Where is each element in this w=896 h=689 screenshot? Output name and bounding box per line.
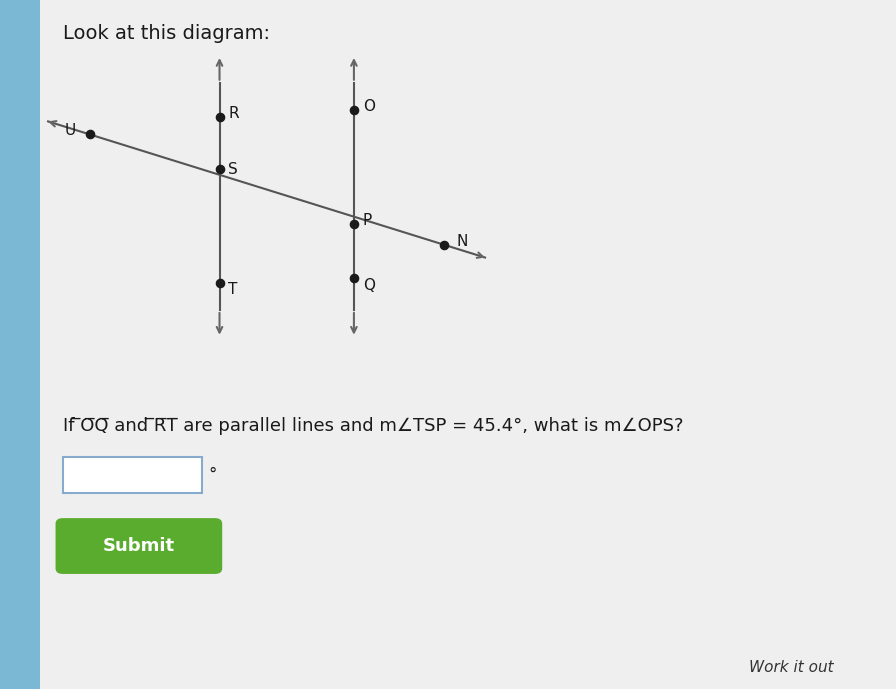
- Point: [347, 218, 361, 229]
- Point: [82, 129, 97, 140]
- Text: Q: Q: [363, 278, 375, 293]
- Text: U: U: [65, 123, 76, 138]
- Text: If ̅O̅Q̅ and ̅R̅T̅ are parallel lines and m∠TSP = 45.4°, what is m∠OPS?: If ̅O̅Q̅ and ̅R̅T̅ are parallel lines an…: [63, 417, 684, 435]
- Point: [436, 239, 451, 250]
- Point: [347, 273, 361, 284]
- Bar: [0, 0, 40, 689]
- Point: [212, 277, 227, 288]
- Text: O: O: [363, 99, 375, 114]
- Text: P: P: [363, 213, 372, 227]
- Point: [347, 105, 361, 116]
- Point: [212, 163, 227, 174]
- Point: [212, 111, 227, 123]
- FancyBboxPatch shape: [56, 518, 222, 574]
- Text: S: S: [228, 162, 238, 176]
- Text: R: R: [228, 106, 239, 121]
- Text: Work it out: Work it out: [749, 660, 833, 675]
- Text: °: °: [209, 466, 217, 484]
- Text: T: T: [228, 282, 237, 297]
- Text: Submit: Submit: [103, 537, 175, 555]
- FancyBboxPatch shape: [63, 457, 202, 493]
- Text: Look at this diagram:: Look at this diagram:: [63, 24, 270, 43]
- Text: N: N: [457, 234, 469, 249]
